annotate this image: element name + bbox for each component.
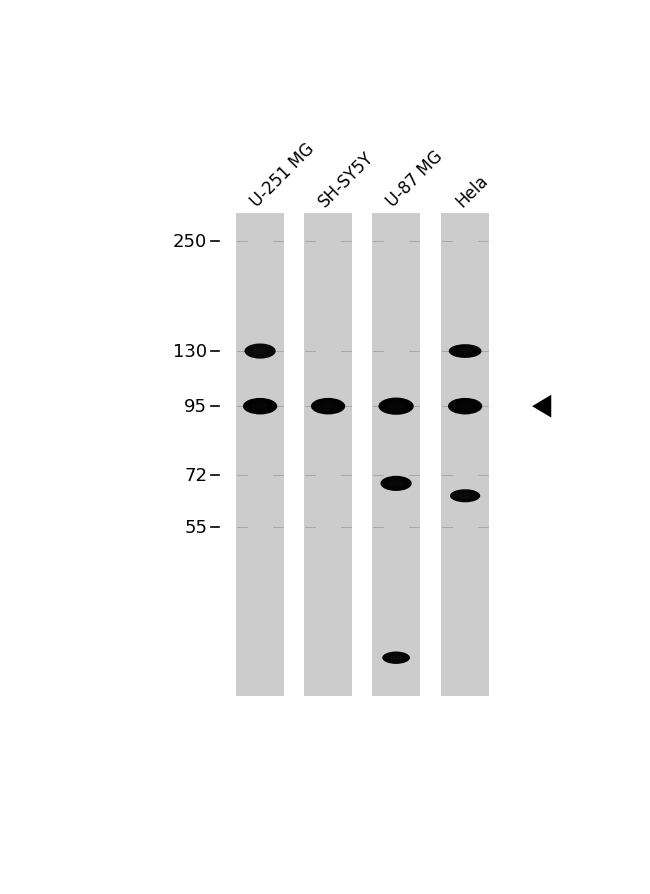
- Bar: [236, 214, 284, 696]
- Text: 55: 55: [184, 519, 207, 536]
- Ellipse shape: [244, 344, 276, 359]
- Ellipse shape: [390, 655, 402, 661]
- Ellipse shape: [450, 490, 480, 502]
- Bar: [372, 214, 420, 696]
- Ellipse shape: [311, 399, 345, 415]
- Polygon shape: [532, 395, 551, 418]
- Text: 130: 130: [173, 342, 207, 360]
- Ellipse shape: [458, 349, 473, 354]
- Ellipse shape: [389, 481, 403, 487]
- Ellipse shape: [388, 403, 404, 410]
- Text: Hela: Hela: [452, 172, 491, 211]
- Text: 72: 72: [184, 467, 207, 485]
- Text: 250: 250: [173, 232, 207, 250]
- Text: U-87 MG: U-87 MG: [384, 148, 447, 211]
- Bar: [304, 214, 352, 696]
- Text: U-251 MG: U-251 MG: [248, 139, 318, 211]
- Bar: [441, 214, 489, 696]
- Ellipse shape: [458, 493, 472, 499]
- Ellipse shape: [378, 398, 414, 416]
- Text: 95: 95: [184, 398, 207, 416]
- Ellipse shape: [458, 403, 473, 410]
- Ellipse shape: [243, 399, 277, 415]
- Ellipse shape: [448, 399, 482, 415]
- Ellipse shape: [382, 652, 410, 664]
- Ellipse shape: [448, 345, 482, 358]
- Ellipse shape: [252, 403, 268, 410]
- Ellipse shape: [380, 477, 411, 492]
- Ellipse shape: [320, 403, 336, 410]
- Ellipse shape: [253, 349, 267, 355]
- Text: SH-SY5Y: SH-SY5Y: [315, 148, 378, 211]
